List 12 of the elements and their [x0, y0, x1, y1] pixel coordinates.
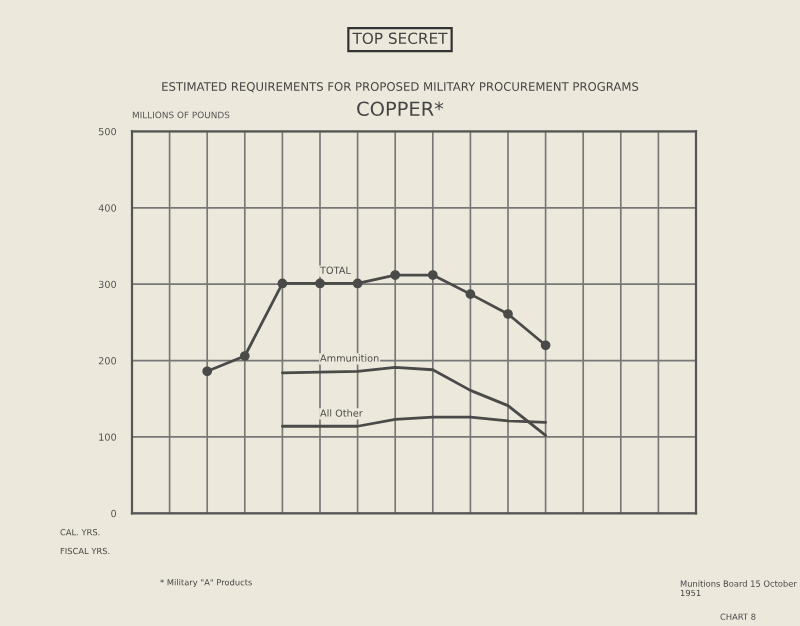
point [390, 270, 401, 280]
chart-subtitle: COPPER* [357, 101, 444, 117]
point [239, 351, 250, 361]
point [540, 340, 551, 351]
line-series [281, 366, 547, 437]
point [503, 309, 513, 319]
point [352, 278, 363, 289]
point [427, 270, 438, 280]
point [277, 278, 288, 289]
point [465, 289, 476, 299]
point [202, 366, 213, 377]
point [315, 278, 325, 289]
